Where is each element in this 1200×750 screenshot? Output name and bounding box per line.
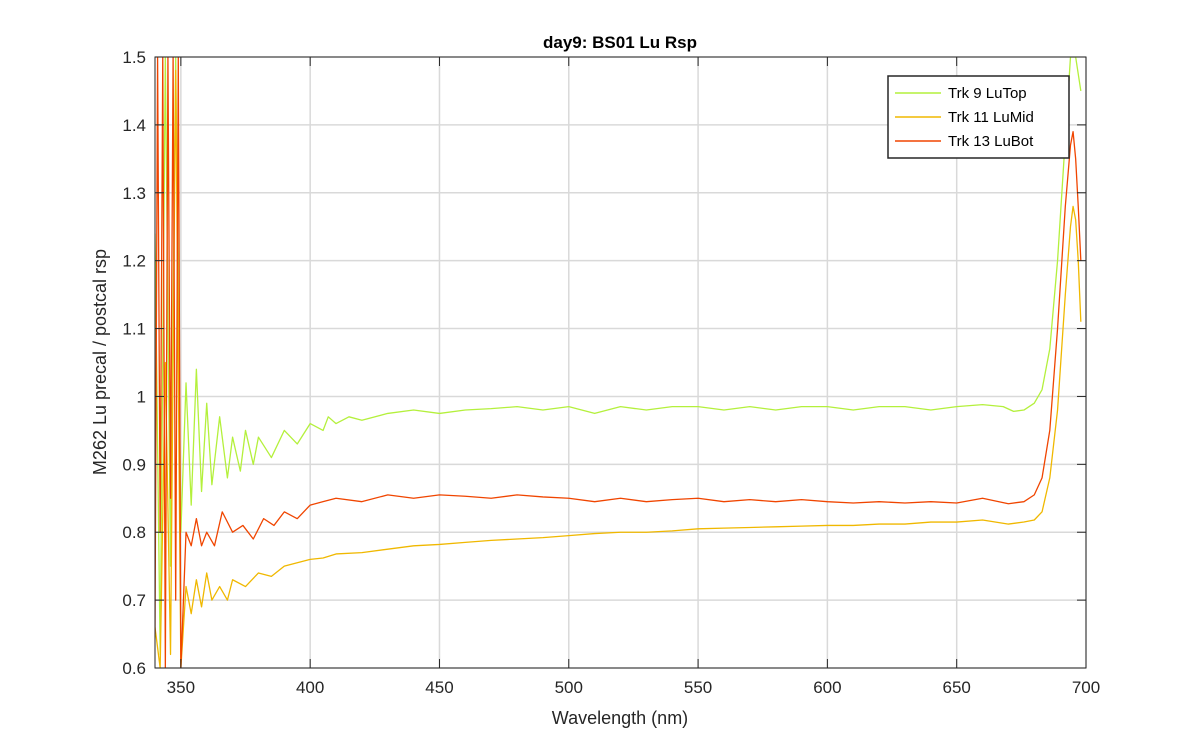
y-tick-label: 0.8: [122, 523, 146, 542]
y-tick-label: 1: [137, 387, 146, 406]
x-tick-label: 350: [167, 678, 195, 697]
x-tick-label: 500: [555, 678, 583, 697]
y-tick-label: 0.7: [122, 591, 146, 610]
y-tick-label: 1.3: [122, 184, 146, 203]
x-tick-label: 650: [943, 678, 971, 697]
y-tick-label: 1.5: [122, 48, 146, 67]
legend[interactable]: Trk 9 LuTop Trk 11 LuMid Trk 13 LuBot: [887, 75, 1070, 159]
y-axis-label: M262 Lu precal / postcal rsp: [90, 249, 110, 475]
y-axis: 0.6 0.7 0.8 0.9 1 1.1 1.2 1.3 1.4 1.5: [122, 48, 1086, 678]
x-axis: 350 400 450 500 550 600 650 700: [167, 57, 1100, 697]
series-line-trk-13-lubot: [155, 57, 1082, 668]
chart-title: day9: BS01 Lu Rsp: [543, 33, 697, 52]
plot-frame: [154, 56, 1087, 669]
y-tick-label: 1.4: [122, 116, 146, 135]
y-tick-label: 0.6: [122, 659, 146, 678]
legend-label-trk-13-lubot: Trk 13 LuBot: [948, 133, 1034, 150]
x-axis-label: Wavelength (nm): [552, 708, 688, 728]
series-line-trk-9-lutop: [155, 57, 1082, 656]
legend-label-trk-9-lutop: Trk 9 LuTop: [948, 85, 1027, 102]
y-tick-label: 0.9: [122, 455, 146, 474]
x-tick-label: 700: [1072, 678, 1100, 697]
x-tick-label: 450: [425, 678, 453, 697]
legend-label-trk-11-lumid: Trk 11 LuMid: [948, 109, 1034, 126]
x-tick-label: 600: [813, 678, 841, 697]
y-tick-label: 1.2: [122, 252, 146, 271]
series-line-trk-11-lumid: [155, 69, 1082, 668]
y-tick-label: 1.1: [122, 320, 146, 339]
x-tick-label: 400: [296, 678, 324, 697]
x-tick-label: 550: [684, 678, 712, 697]
series-layer: [155, 57, 1082, 668]
